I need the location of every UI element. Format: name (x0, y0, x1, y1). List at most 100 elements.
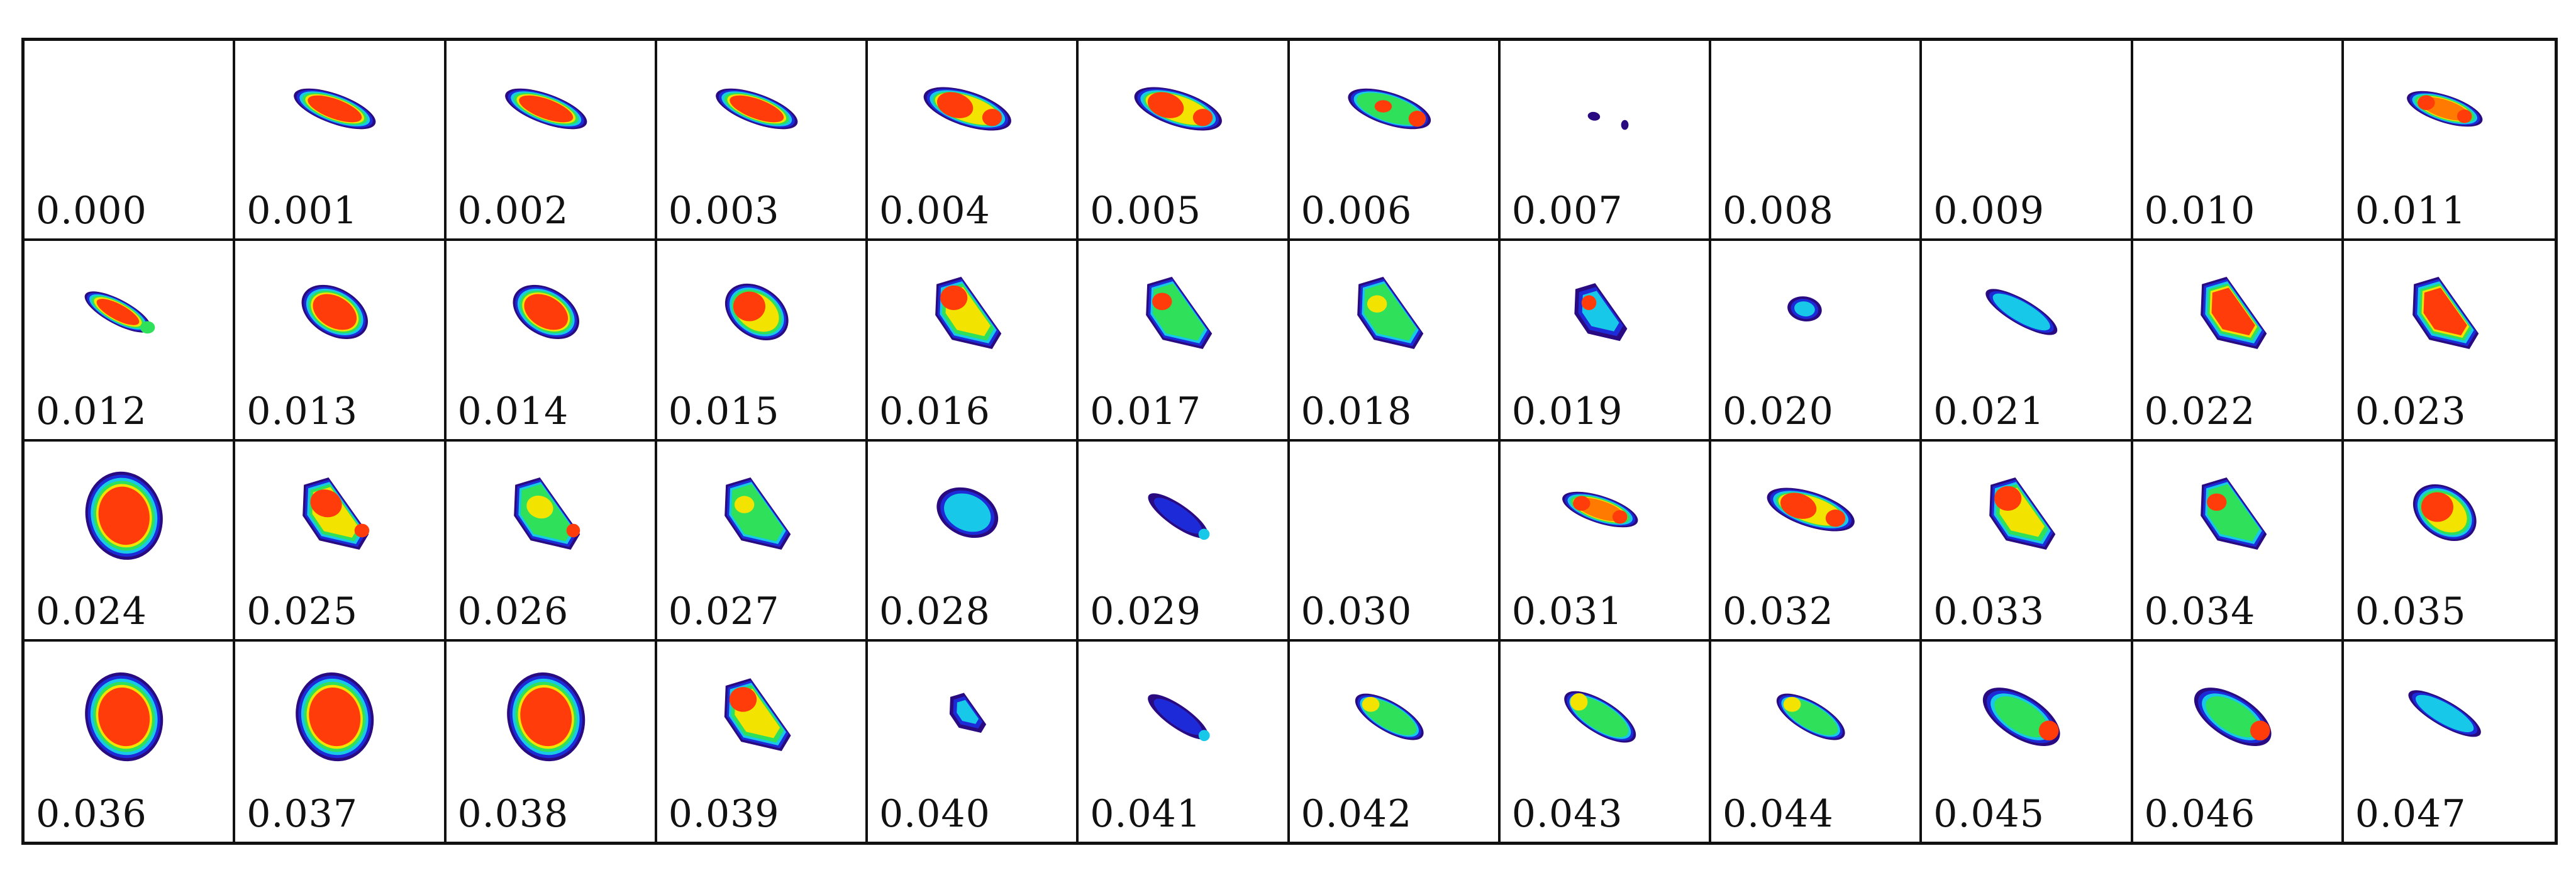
frame-image (1767, 488, 1855, 531)
frame-cell: 0.015 (657, 241, 868, 442)
frame-cell: 0.029 (1079, 441, 1290, 642)
frame-cell: 0.007 (1500, 41, 1711, 242)
frame-time-label: 0.019 (1511, 389, 1623, 433)
frame-image (504, 88, 587, 130)
frame-time-label: 0.000 (36, 189, 147, 233)
frame-time-label: 0.037 (247, 792, 358, 836)
frame-time-label: 0.035 (2355, 589, 2467, 633)
frame-time-label: 0.030 (1301, 589, 1413, 633)
frame-image (2194, 687, 2272, 746)
frame-time-label: 0.038 (457, 792, 569, 836)
frame-image (923, 87, 1011, 131)
frame-time-label: 0.001 (247, 189, 358, 233)
frame-image (2406, 91, 2483, 127)
frame-cell: 0.016 (868, 241, 1079, 442)
frame-time-label: 0.026 (457, 589, 569, 633)
frame-cell: 0.044 (1711, 641, 1923, 842)
frame-cell: 0.001 (235, 41, 447, 242)
frame-time-label: 0.003 (668, 189, 780, 233)
frame-cell: 0.010 (2133, 41, 2344, 242)
frame-image (936, 487, 999, 538)
frame-cell: 0.024 (25, 441, 236, 642)
frame-cell: 0.005 (1079, 41, 1290, 242)
frame-time-label: 0.033 (1933, 589, 2045, 633)
frame-cell: 0.019 (1500, 241, 1711, 442)
frame-image (1562, 491, 1638, 527)
frame-cell: 0.026 (446, 441, 657, 642)
frame-time-label: 0.023 (2355, 389, 2467, 433)
frame-image (1563, 691, 1636, 743)
frame-cell: 0.004 (868, 41, 1079, 242)
frame-cell: 0.011 (2343, 41, 2555, 242)
frame-cell: 0.030 (1289, 441, 1501, 642)
frame-cell: 0.025 (235, 441, 447, 642)
frame-time-label: 0.008 (1723, 189, 1834, 233)
frame-cell: 0.035 (2343, 441, 2555, 642)
frame-cell: 0.036 (25, 641, 236, 842)
frame-time-label: 0.002 (457, 189, 569, 233)
frame-image (85, 471, 163, 560)
frame-time-label: 0.020 (1723, 389, 1834, 433)
frame-image (724, 284, 789, 341)
frame-time-label: 0.010 (2144, 189, 2256, 233)
frame-image (513, 477, 580, 550)
frame-time-label: 0.013 (247, 389, 358, 433)
frame-cell: 0.034 (2133, 441, 2344, 642)
frame-image (84, 291, 155, 334)
frame-cell: 0.003 (657, 41, 868, 242)
frame-time-label: 0.032 (1723, 589, 1834, 633)
frame-image (1985, 289, 2058, 335)
frame-time-label: 0.045 (1933, 792, 2045, 836)
frame-time-label: 0.011 (2355, 189, 2467, 233)
frame-image (1134, 87, 1223, 131)
frame-cell: 0.037 (235, 641, 447, 842)
frame-time-label: 0.042 (1301, 792, 1413, 836)
frame-time-label: 0.009 (1933, 189, 2045, 233)
frame-cell: 0.002 (446, 41, 657, 242)
frame-image (1983, 687, 2060, 746)
frame-cell: 0.017 (1079, 241, 1290, 442)
frame-image (2200, 477, 2267, 550)
frame-cell: 0.038 (446, 641, 657, 842)
frame-cell: 0.043 (1500, 641, 1711, 842)
frame-cell: 0.033 (1922, 441, 2133, 642)
frame-time-label: 0.018 (1301, 389, 1413, 433)
frame-image (1357, 277, 1423, 350)
frame-cell: 0.013 (235, 241, 447, 442)
frame-cell: 0.006 (1289, 41, 1501, 242)
frame-image (1787, 296, 1822, 322)
frame-time-label: 0.028 (879, 589, 991, 633)
frame-image (1776, 693, 1845, 740)
frame-time-label: 0.046 (2144, 792, 2256, 836)
frame-image (1355, 693, 1424, 740)
frame-time-label: 0.016 (879, 389, 991, 433)
frame-cell: 0.032 (1711, 441, 1923, 642)
frame-cell: 0.014 (446, 241, 657, 442)
frame-image (949, 693, 987, 733)
frame-cell: 0.012 (25, 241, 236, 442)
frame-image (513, 285, 579, 340)
frame-cell: 0.008 (1711, 41, 1923, 242)
frame-image (715, 88, 798, 130)
frame-cell: 0.045 (1922, 641, 2133, 842)
frame-time-label: 0.040 (879, 792, 991, 836)
frame-image (2408, 690, 2481, 737)
frame-time-label: 0.021 (1933, 389, 2045, 433)
frame-image (301, 285, 369, 340)
frame-time-label: 0.043 (1511, 792, 1623, 836)
frame-image (1148, 694, 1210, 741)
frame-time-label: 0.029 (1090, 589, 1202, 633)
frame-cell: 0.031 (1500, 441, 1711, 642)
frame-time-label: 0.027 (668, 589, 780, 633)
frame-image (294, 88, 376, 130)
frame-time-label: 0.031 (1511, 589, 1623, 633)
frame-image (2200, 277, 2267, 350)
frame-grid: 0.000 0.001 0.002 0.003 0.004 0.005 0.006 0.007… (21, 38, 2558, 845)
frame-time-label: 0.047 (2355, 792, 2467, 836)
frame-image (303, 477, 370, 550)
frame-image (85, 672, 164, 761)
frame-image (935, 277, 1002, 350)
frame-cell: 0.009 (1922, 41, 2133, 242)
frame-image (1989, 477, 2056, 550)
frame-time-label: 0.014 (457, 389, 569, 433)
